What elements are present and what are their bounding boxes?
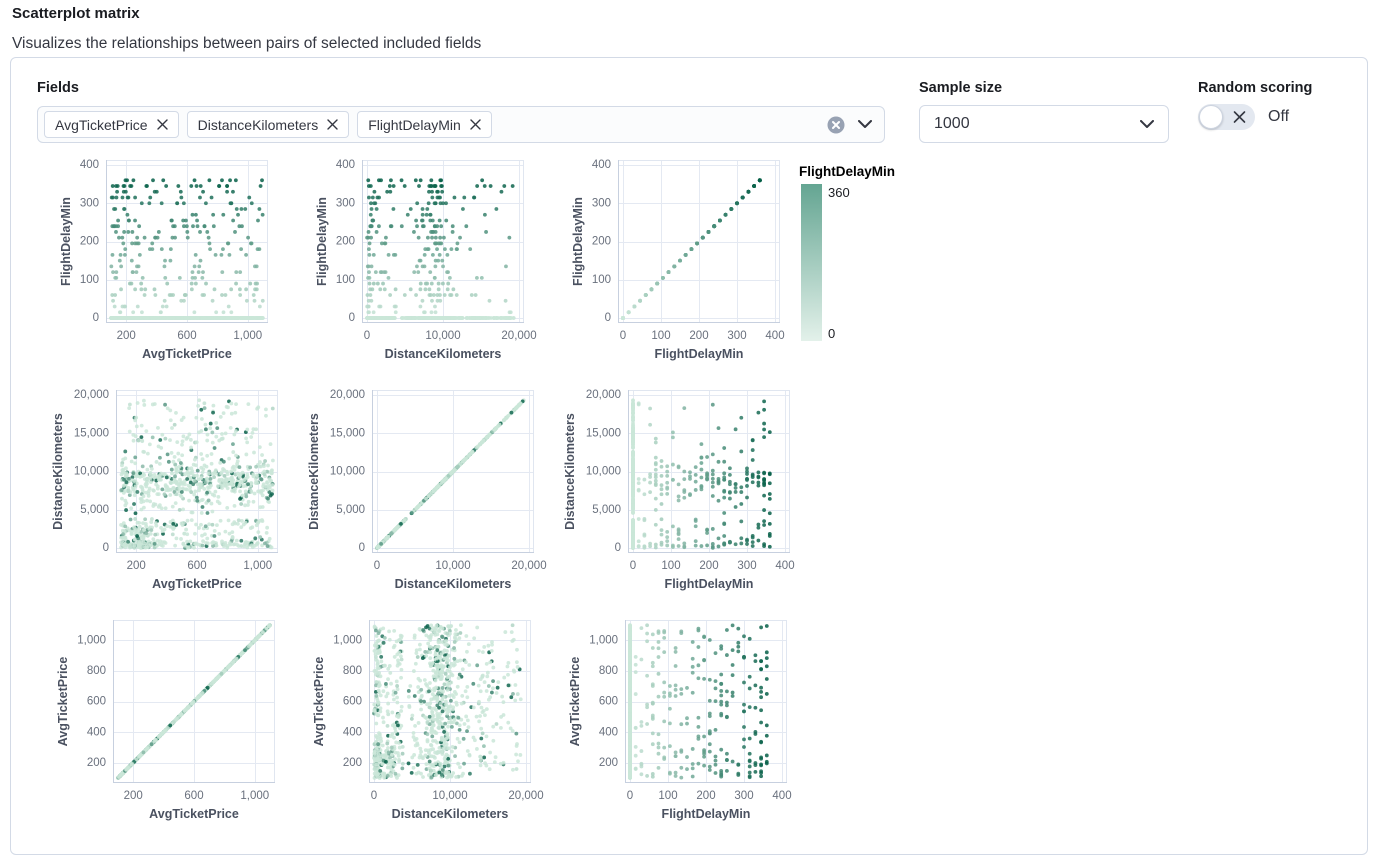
scatterplot-matrix xyxy=(11,58,1367,854)
random-scoring-toggle[interactable] xyxy=(1198,103,1255,130)
remove-field-icon[interactable] xyxy=(327,119,338,130)
legend-max-label: 360 xyxy=(828,185,850,200)
sample-size-select[interactable]: 1000 xyxy=(919,105,1169,143)
chevron-down-icon[interactable] xyxy=(858,120,872,129)
random-scoring-label: Random scoring xyxy=(1198,80,1313,96)
page-title: Scatterplot matrix xyxy=(12,5,140,22)
scatter-panel-AvgTicketPrice-vs-DistanceKilometers[interactable] xyxy=(293,613,549,827)
scatter-panel-FlightDelayMin-vs-FlightDelayMin[interactable] xyxy=(549,153,805,367)
sample-size-value: 1000 xyxy=(934,115,970,132)
field-pill-AvgTicketPrice[interactable]: AvgTicketPrice xyxy=(44,111,179,138)
legend-title: FlightDelayMin xyxy=(799,164,896,179)
scatterplot-matrix-panel: Fields AvgTicketPrice DistanceKilometers F… xyxy=(10,57,1368,855)
scatter-panel-FlightDelayMin-vs-AvgTicketPrice[interactable] xyxy=(37,153,293,367)
legend-min-label: 0 xyxy=(828,326,836,341)
remove-field-icon[interactable] xyxy=(470,119,481,130)
toggle-off-x-icon xyxy=(1233,110,1246,123)
field-pill-FlightDelayMin[interactable]: FlightDelayMin xyxy=(357,111,492,138)
scatter-panel-DistanceKilometers-vs-AvgTicketPrice[interactable] xyxy=(37,383,293,597)
page-subtitle: Visualizes the relationships between pai… xyxy=(12,35,482,52)
field-pill-DistanceKilometers[interactable]: DistanceKilometers xyxy=(186,111,350,138)
scatter-panel-DistanceKilometers-vs-DistanceKilometers[interactable] xyxy=(293,383,549,597)
clear-fields-button[interactable] xyxy=(827,116,845,134)
scatter-panel-AvgTicketPrice-vs-FlightDelayMin[interactable] xyxy=(549,613,805,827)
field-pill-label: AvgTicketPrice xyxy=(55,116,148,133)
random-scoring-state: Off xyxy=(1268,107,1290,125)
scatter-panel-FlightDelayMin-vs-DistanceKilometers[interactable] xyxy=(293,153,549,367)
random-scoring-control: Off xyxy=(1198,103,1289,130)
chevron-down-icon xyxy=(1140,119,1154,129)
fields-label: Fields xyxy=(37,80,79,96)
field-pill-label: FlightDelayMin xyxy=(368,116,461,133)
scatter-panel-DistanceKilometers-vs-FlightDelayMin[interactable] xyxy=(549,383,805,597)
remove-field-icon[interactable] xyxy=(156,119,168,130)
fields-combobox[interactable]: AvgTicketPrice DistanceKilometers FlightDe… xyxy=(37,106,885,143)
field-pill-label: DistanceKilometers xyxy=(197,116,319,133)
legend-gradient-bar xyxy=(801,184,822,341)
toggle-thumb xyxy=(1199,104,1223,129)
scatter-panel-AvgTicketPrice-vs-AvgTicketPrice[interactable] xyxy=(37,613,293,827)
selected-field-pills: AvgTicketPrice DistanceKilometers FlightDe… xyxy=(44,111,827,138)
sample-size-label: Sample size xyxy=(919,80,1003,96)
